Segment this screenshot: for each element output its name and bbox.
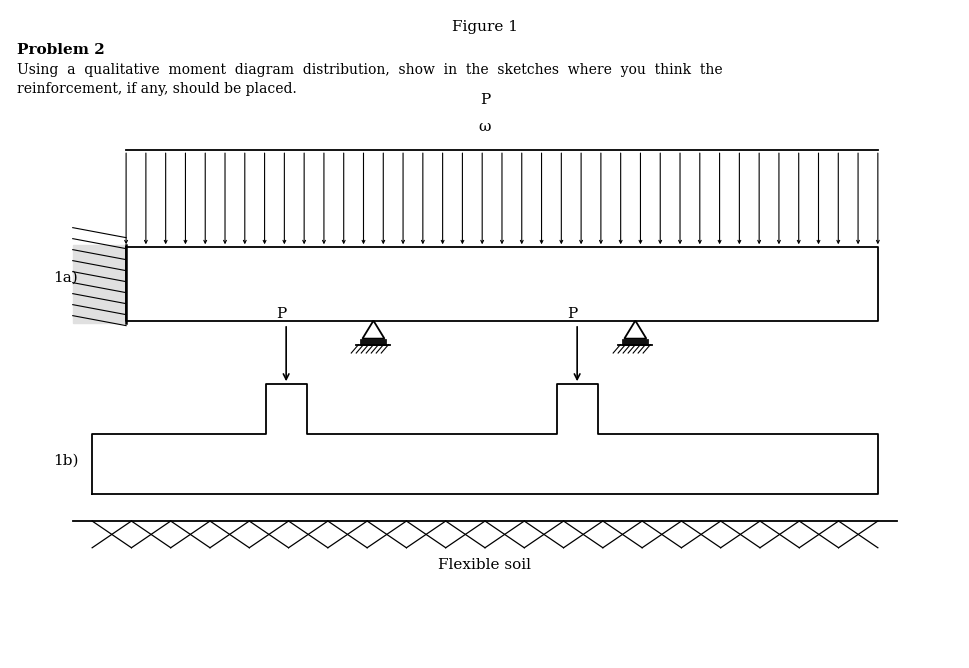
Text: P: P xyxy=(276,307,286,321)
Text: Problem 2: Problem 2 xyxy=(17,43,105,57)
Text: Flexible soil: Flexible soil xyxy=(438,558,531,572)
Text: reinforcement, if any, should be placed.: reinforcement, if any, should be placed. xyxy=(17,82,297,96)
Text: 1a): 1a) xyxy=(53,271,78,284)
Bar xyxy=(622,339,647,345)
Polygon shape xyxy=(73,245,126,323)
Text: 1b): 1b) xyxy=(53,454,78,468)
Text: P: P xyxy=(480,93,489,107)
Text: P: P xyxy=(567,307,577,321)
Text: Figure 1: Figure 1 xyxy=(452,20,517,34)
Bar xyxy=(360,339,386,345)
Text: Using  a  qualitative  moment  diagram  distribution,  show  in  the  sketches  : Using a qualitative moment diagram distr… xyxy=(17,63,722,77)
Text: ω: ω xyxy=(479,120,490,134)
